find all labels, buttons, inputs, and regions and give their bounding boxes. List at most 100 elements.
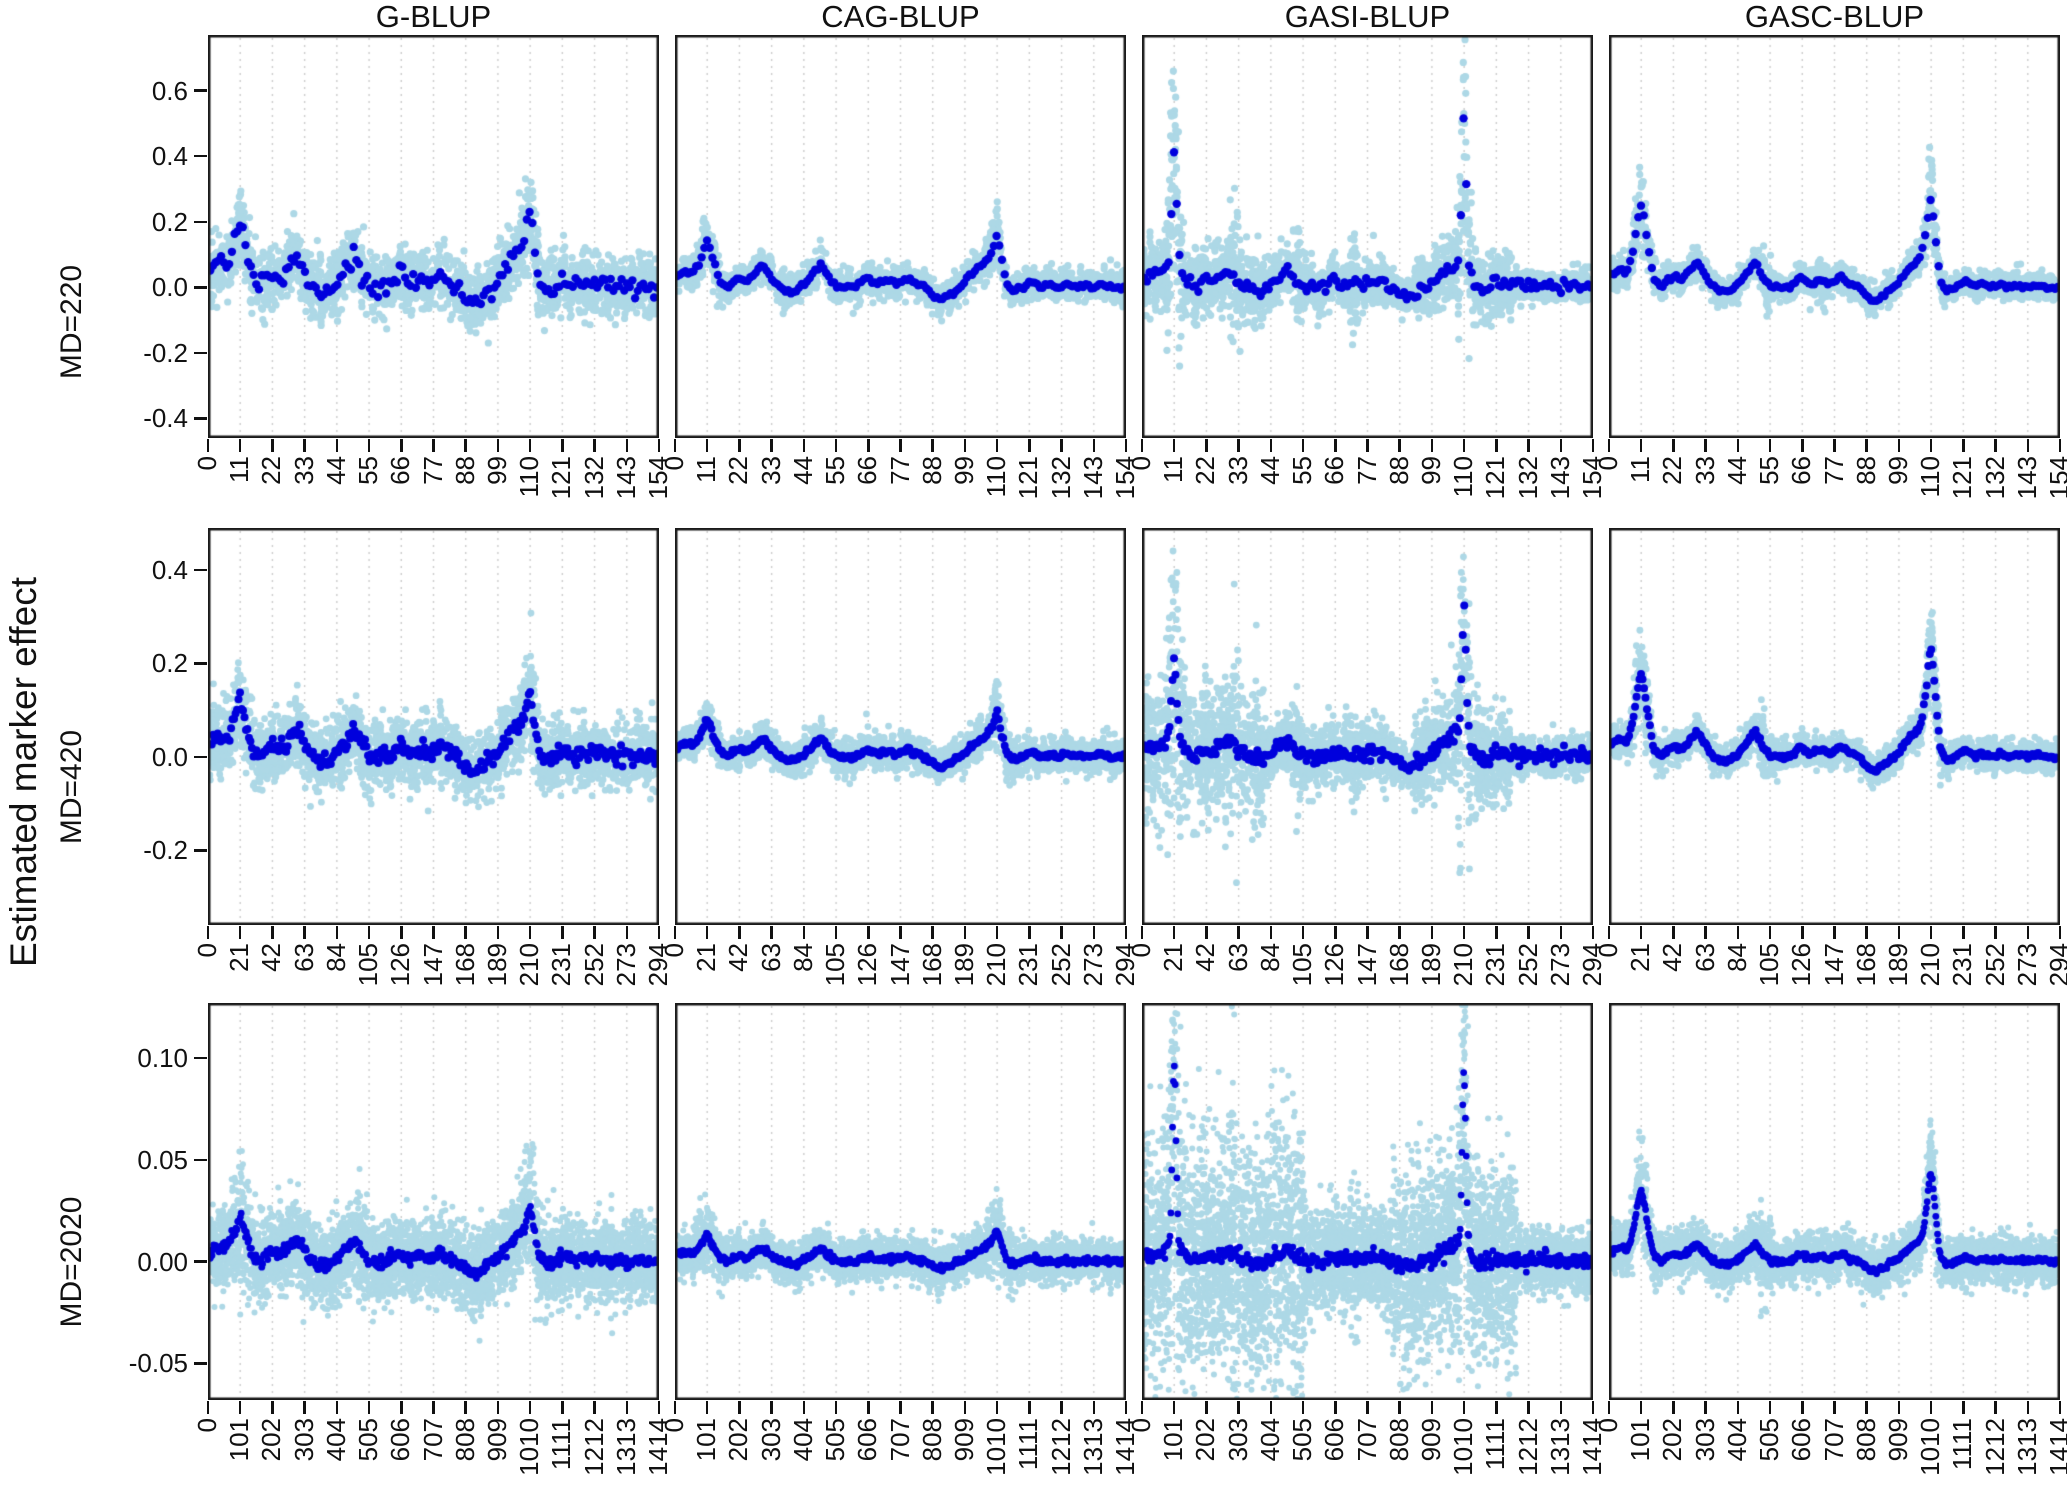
x-tick-label: 84 bbox=[1721, 943, 1752, 972]
x-tick-label: 202 bbox=[1190, 1418, 1221, 1462]
x-tick-mark bbox=[593, 1401, 596, 1414]
x-tick-mark bbox=[931, 439, 934, 452]
x-tick-label: 231 bbox=[1480, 943, 1511, 987]
x-tick-mark bbox=[1334, 1401, 1337, 1414]
x-tick-mark bbox=[834, 926, 838, 939]
x-tick-label: 273 bbox=[1544, 943, 1575, 987]
x-tick-mark bbox=[561, 439, 564, 452]
x-tick-mark bbox=[593, 439, 596, 452]
scatter-canvas bbox=[675, 35, 1126, 438]
x-tick-mark bbox=[705, 926, 709, 939]
x-tick-label: 22 bbox=[1190, 456, 1221, 485]
x-tick-label: 707 bbox=[1818, 1418, 1849, 1462]
x-tick-label: 707 bbox=[1351, 1418, 1382, 1462]
x-tick-mark bbox=[705, 439, 709, 452]
x-tick-mark bbox=[1301, 1401, 1305, 1414]
x-tick-label: 42 bbox=[1657, 943, 1688, 972]
x-tick-mark bbox=[738, 439, 741, 452]
x-tick-mark bbox=[1028, 1401, 1031, 1414]
x-tick-label: 105 bbox=[820, 943, 851, 987]
x-tick-mark bbox=[673, 439, 677, 452]
x-tick-label: 1111 bbox=[1947, 1418, 1978, 1471]
x-tick-label: 63 bbox=[1222, 943, 1253, 972]
panel-md420-g-blup bbox=[208, 528, 659, 925]
x-tick-mark bbox=[625, 1401, 629, 1414]
x-tick-label: 42 bbox=[723, 943, 754, 972]
x-tick-label: 66 bbox=[385, 456, 416, 485]
x-tick-mark bbox=[303, 926, 306, 939]
x-tick-label: 0 bbox=[192, 943, 222, 958]
x-tick-label: 147 bbox=[417, 943, 448, 987]
x-tick-label: 77 bbox=[417, 456, 448, 485]
x-tick-label: 0 bbox=[659, 943, 689, 958]
panel-md220-gasc-blup bbox=[1609, 35, 2060, 438]
x-tick-label: 132 bbox=[1045, 456, 1076, 500]
x-tick-mark bbox=[2058, 926, 2062, 939]
x-tick-label: 202 bbox=[1657, 1418, 1688, 1462]
x-tick-mark bbox=[1897, 1401, 1901, 1414]
x-tick-mark bbox=[206, 926, 210, 939]
x-tick-label: 154 bbox=[2044, 456, 2067, 500]
x-tick-mark bbox=[1929, 439, 1933, 452]
x-tick-label: 110 bbox=[1915, 456, 1946, 498]
x-tick-mark bbox=[963, 439, 967, 452]
x-tick-label: 101 bbox=[691, 1418, 722, 1462]
x-tick-label: 21 bbox=[224, 943, 255, 972]
x-tick-mark bbox=[867, 926, 870, 939]
x-tick-label: 0 bbox=[1126, 456, 1156, 471]
x-tick-mark bbox=[899, 926, 902, 939]
x-tick-label: 63 bbox=[1689, 943, 1720, 972]
x-tick-label: 0 bbox=[1126, 1418, 1156, 1433]
panel-md420-gasi-blup bbox=[1142, 528, 1593, 925]
x-tick-mark bbox=[496, 926, 500, 939]
x-tick-label: 606 bbox=[1786, 1418, 1817, 1462]
x-tick-mark bbox=[528, 1401, 532, 1414]
x-tick-label: 101 bbox=[1625, 1418, 1656, 1462]
x-tick-mark bbox=[1495, 926, 1498, 939]
x-tick-label: 77 bbox=[884, 456, 915, 485]
panel-md220-cag-blup bbox=[675, 35, 1126, 438]
x-tick-mark bbox=[367, 439, 371, 452]
x-tick-mark bbox=[1527, 1401, 1530, 1414]
x-tick-mark bbox=[802, 1401, 806, 1414]
x-tick-mark bbox=[1140, 1401, 1144, 1414]
x-tick-mark bbox=[1736, 926, 1740, 939]
panel-md2020-gasi-blup bbox=[1142, 1003, 1593, 1400]
x-tick-mark bbox=[625, 926, 629, 939]
x-tick-mark bbox=[1591, 439, 1595, 452]
x-tick-label: 126 bbox=[1786, 943, 1817, 987]
x-tick-mark bbox=[1269, 926, 1273, 939]
scatter-canvas bbox=[1609, 35, 2060, 438]
x-tick-mark bbox=[1028, 926, 1031, 939]
scatter-canvas bbox=[208, 35, 659, 438]
x-tick-label: 126 bbox=[385, 943, 416, 987]
x-tick-mark bbox=[673, 926, 677, 939]
x-tick-label: 11 bbox=[1158, 456, 1189, 483]
x-tick-mark bbox=[303, 1401, 306, 1414]
x-tick-mark bbox=[738, 1401, 741, 1414]
x-tick-label: 189 bbox=[481, 943, 512, 987]
x-tick-label: 404 bbox=[1254, 1418, 1285, 1462]
x-tick-mark bbox=[1994, 926, 1997, 939]
x-tick-mark bbox=[1301, 926, 1305, 939]
x-tick-label: 808 bbox=[1383, 1418, 1414, 1462]
x-tick-mark bbox=[1962, 439, 1965, 452]
x-tick-label: 505 bbox=[353, 1418, 384, 1462]
x-tick-mark bbox=[1172, 926, 1176, 939]
x-tick-label: 505 bbox=[1287, 1418, 1318, 1462]
x-tick-mark bbox=[496, 439, 500, 452]
x-tick-mark bbox=[1527, 926, 1530, 939]
panel-md420-cag-blup bbox=[675, 528, 1126, 925]
x-tick-label: 168 bbox=[449, 943, 480, 987]
x-tick-mark bbox=[400, 1401, 403, 1414]
x-tick-mark bbox=[1865, 1401, 1868, 1414]
x-tick-mark bbox=[1736, 439, 1740, 452]
x-tick-label: 505 bbox=[1754, 1418, 1785, 1462]
x-tick-mark bbox=[1607, 1401, 1611, 1414]
x-tick-mark bbox=[1639, 1401, 1643, 1414]
column-title-cag-blup: CAG-BLUP bbox=[821, 0, 980, 34]
x-tick-mark bbox=[1704, 926, 1707, 939]
y-tick-mark bbox=[194, 286, 207, 289]
x-tick-label: 1313 bbox=[1077, 1418, 1108, 1476]
